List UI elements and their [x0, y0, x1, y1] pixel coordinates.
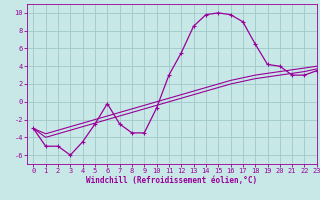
X-axis label: Windchill (Refroidissement éolien,°C): Windchill (Refroidissement éolien,°C)	[86, 176, 258, 185]
